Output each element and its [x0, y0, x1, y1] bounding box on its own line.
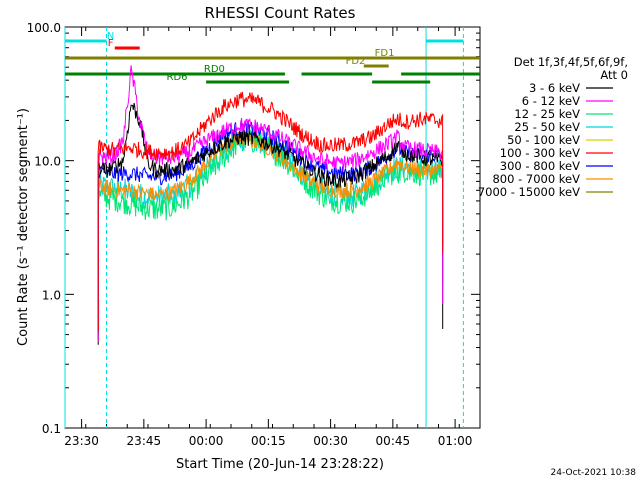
- x-tick-label: 01:00: [438, 434, 473, 448]
- legend: Det 1f,3f,4f,5f,6f,9f, Att 0 3 - 6 keV6 …: [478, 55, 628, 199]
- y-tick-label: 10.0: [34, 155, 61, 169]
- legend-entry-label: 100 - 300 keV: [500, 146, 580, 160]
- flag-label-fd2: FD2: [346, 56, 366, 67]
- y-axis-label: Count Rate (s⁻¹ detector segment⁻¹): [16, 108, 31, 346]
- x-tick-label: 23:45: [127, 434, 162, 448]
- chart-title: RHESSI Count Rates: [205, 4, 356, 22]
- flag-label-f: F: [108, 38, 114, 49]
- legend-entry-label: 7000 - 15000 keV: [478, 185, 580, 199]
- legend-entry-label: 800 - 7000 keV: [492, 172, 580, 186]
- legend-entry-label: 300 - 800 keV: [500, 159, 580, 173]
- flag-label-rd6: RD6: [167, 72, 188, 83]
- legend-header-line1: Det 1f,3f,4f,5f,6f,9f,: [514, 55, 628, 69]
- series-3-6-kev-line: [97, 102, 444, 345]
- legend-header-line2: Att 0: [600, 68, 628, 82]
- series-800-7000-kev-line: [97, 131, 444, 328]
- x-tick-label: 00:45: [376, 434, 411, 448]
- x-axis-label: Start Time (20-Jun-14 23:28:22): [176, 457, 384, 472]
- x-tick-label: 23:30: [64, 434, 99, 448]
- legend-entry-label: 12 - 25 keV: [514, 107, 580, 121]
- timestamp: 24-Oct-2021 10:38: [551, 468, 637, 478]
- flag-label-n: N: [107, 31, 114, 42]
- chart-layer: 0.1 1.0 10.0 100.0 23:30 23:45 00:00 00:15 00:30…: [27, 21, 481, 448]
- legend-entry-label: 50 - 100 keV: [507, 133, 580, 147]
- y-tick-label: 1.0: [42, 288, 61, 302]
- flag-label-fd1: FD1: [375, 48, 395, 59]
- y-tick-label: 100.0: [27, 21, 61, 35]
- legend-entry-label: 25 - 50 keV: [514, 120, 580, 134]
- x-tick-label: 00:00: [189, 434, 224, 448]
- x-tick-label: 00:15: [251, 434, 286, 448]
- legend-entry-label: 6 - 12 keV: [522, 94, 580, 108]
- series-100-300-kev-line: [97, 91, 444, 333]
- legend-entry-label: 3 - 6 keV: [529, 81, 580, 95]
- series-group: [97, 65, 444, 345]
- y-tick-label: 0.1: [42, 422, 61, 436]
- flag-label-rd0: RD0: [204, 64, 225, 75]
- plot-frame: [64, 26, 481, 429]
- x-tick-label: 00:30: [313, 434, 348, 448]
